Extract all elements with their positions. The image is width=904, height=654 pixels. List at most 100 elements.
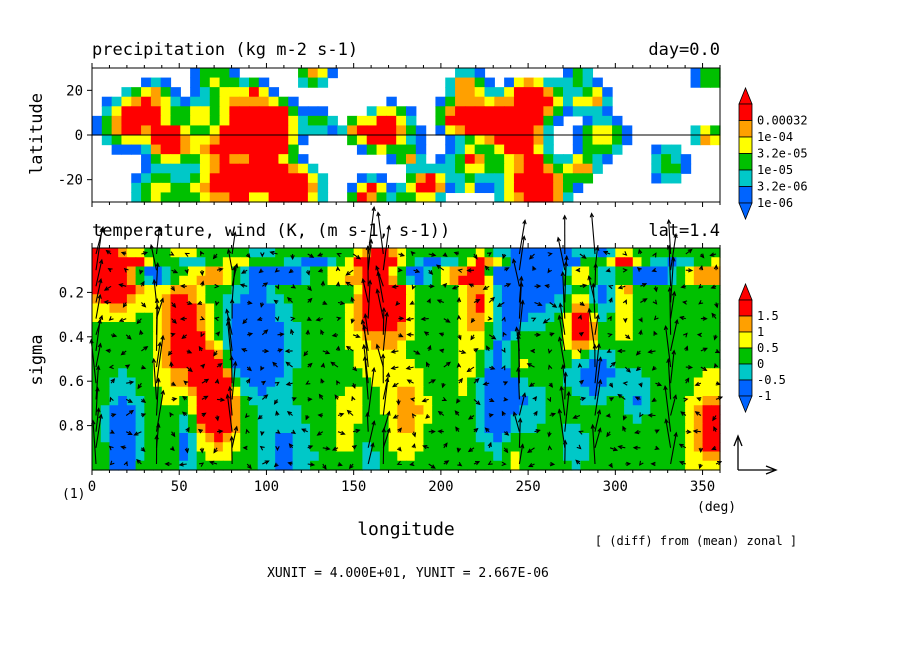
legend-swatch [738,299,753,317]
temperature-cell [467,433,477,443]
temperature-cell [336,331,346,342]
wind-arrow [670,394,678,416]
wind-arrow [663,385,672,432]
temperature-cell [92,433,102,443]
precip-cell [288,173,299,184]
precip-cell [592,154,603,165]
reference-vector [733,434,778,475]
temperature-cell [519,396,529,406]
wind-arrow [488,413,494,418]
precip-cell [523,182,535,194]
wind-arrow [441,396,448,401]
precip-cell [445,173,456,184]
temperature-cell [650,275,660,286]
temperature-cell [161,460,172,471]
temperature-cell [222,349,233,360]
wind-arrow [559,385,566,416]
temperature-cell [388,460,398,471]
temperature-cell [510,433,520,443]
temperature-cell [135,275,145,286]
temperature-cell [554,368,564,379]
precip-cell [523,163,535,174]
temperature-cell [205,248,215,258]
temperature-cell [554,423,564,434]
wind-arrow [181,411,188,417]
precip-cell [170,154,181,165]
temperature-cell [563,285,573,295]
precip-cell [298,77,309,88]
temperature-cell [641,285,651,295]
temperature-cell [327,377,337,388]
temperature-cell [187,423,198,434]
precip-cell [680,154,692,165]
temperature-cell [336,359,346,369]
wind-arrow [335,281,341,287]
temperature-cell [397,377,407,388]
wind-arrow [451,285,460,290]
precip-cell [572,173,584,184]
temperature-cell [327,340,337,351]
legend-label: 1e-05 [757,163,793,177]
precip-cell [101,135,113,146]
precip-cell [523,115,535,127]
wind-arrow [275,429,281,434]
precip-cell [131,182,142,194]
temperature-cell [676,423,686,434]
wind-arrow [409,300,415,305]
temperature-cell [292,423,302,434]
temperature-cell [353,303,363,314]
wind-arrow [180,283,187,289]
temperature-cell [475,405,486,416]
wind-arrow [337,430,346,436]
temperature-cell [327,405,337,416]
temperature-cell [580,451,590,462]
wind-arrow [151,357,158,400]
temperature-cell [179,340,189,351]
temperature-cell [406,349,416,360]
wind-arrow [213,350,218,357]
legend-label: 1 [757,325,764,339]
temperature-cell [667,386,677,397]
temperature-cell [493,405,503,416]
temperature-cell [187,359,198,369]
wind-arrow [502,381,509,386]
temperature-cell [205,359,215,369]
temperature-cell [310,396,320,406]
temperature-cell [310,368,320,379]
temperature-cell [702,377,712,388]
precip-cell [229,192,240,203]
temperature-cell [475,257,486,268]
wind-arrow [685,429,692,435]
wind-arrow [396,460,402,466]
precip-cell [543,173,554,184]
temperature-cell [406,285,416,295]
temperature-cell [135,377,145,388]
temperature-cell [397,257,407,268]
temperature-cell [231,312,241,323]
precip-cell [219,87,230,98]
precip-cell [602,87,613,98]
precip-cell [209,77,221,88]
temperature-cell [414,275,425,286]
temperature-cell [249,285,259,295]
temperature-cell [432,386,442,397]
temperature-cell [493,340,503,351]
precip-cell [229,77,240,88]
temperature-cell [292,340,302,351]
wind-arrow [227,385,233,416]
temperature-cell [641,248,651,258]
temperature-cell [353,266,363,277]
precip-cell [464,77,476,88]
temperature-cell [536,377,547,388]
temperature-cell [292,433,302,443]
wind-arrow [261,380,267,386]
temperature-cell [414,312,425,323]
precip-cell [464,144,476,155]
precip-cell [523,173,535,184]
precip-cell [298,106,309,117]
wind-arrow [390,349,399,354]
wind-arrow [467,415,475,420]
wind-arrow [442,252,448,257]
precip-cell [209,87,221,98]
temperature-cell [388,266,398,277]
